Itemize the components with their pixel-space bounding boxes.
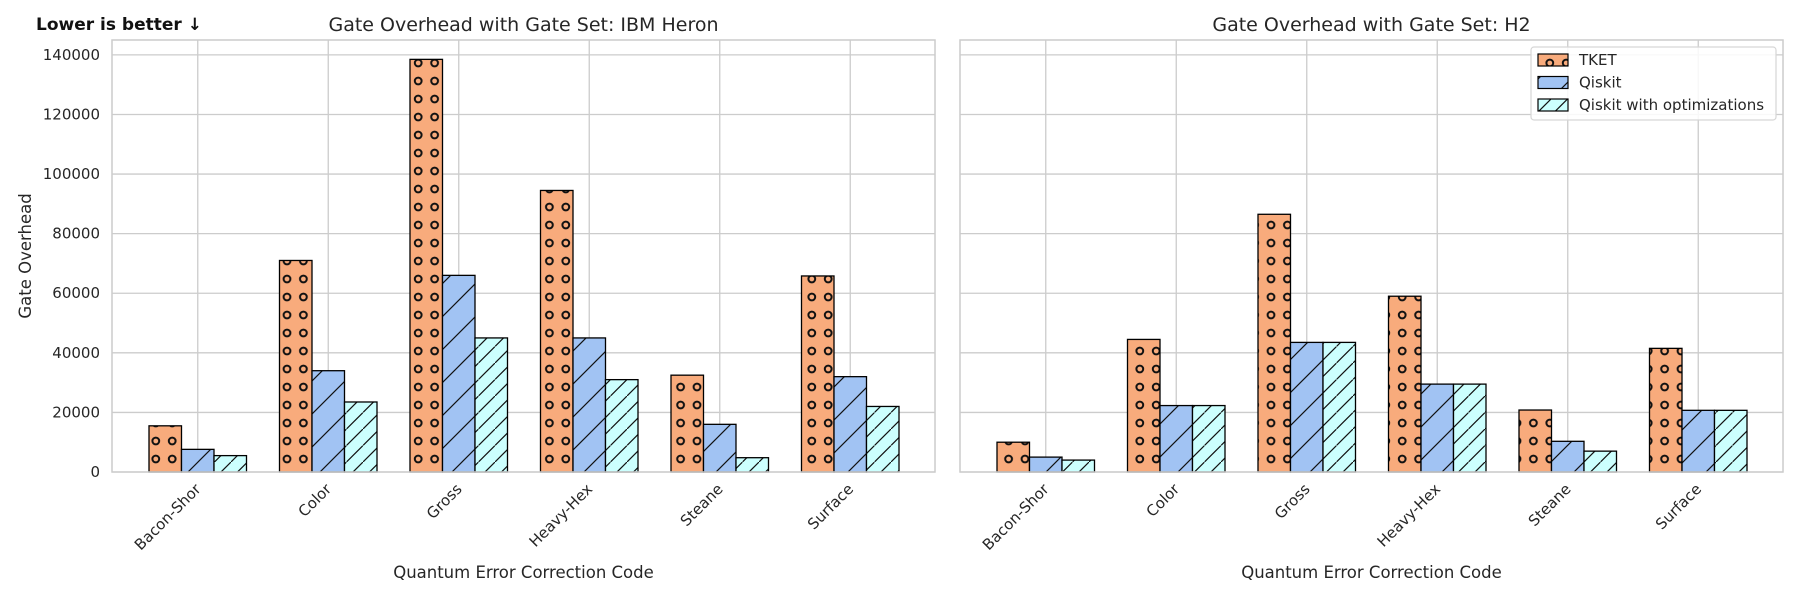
y-tick-label: 140000: [43, 46, 100, 64]
x-tick-label: Steane: [1525, 480, 1575, 530]
bar-hatch-tket-bacon-shor: [148, 425, 183, 473]
x-tick-label: Bacon-Shor: [131, 480, 205, 554]
y-tick-label: 80000: [52, 225, 100, 243]
bar-hatch-qiskit-bacon-shor: [1028, 456, 1063, 473]
x-tick-label: Gross: [423, 480, 466, 523]
bar-hatch-qiskit-with-optimizations-heavy-hex: [604, 378, 639, 473]
chart-title: Gate Overhead with Gate Set: IBM Heron: [328, 14, 718, 36]
legend-label-qiskit: Qiskit: [1579, 74, 1622, 92]
bar-hatch-qiskit-surface: [1681, 409, 1716, 473]
bar-hatch-tket-heavy-hex: [539, 189, 574, 473]
bar-hatch-qiskit-gross: [1289, 341, 1324, 473]
bar-hatch-qiskit-with-optimizations-steane: [1583, 450, 1618, 473]
bar-hatch-qiskit-color: [1159, 404, 1194, 473]
bar-hatch-qiskit-surface: [833, 376, 868, 473]
chart-title: Gate Overhead with Gate Set: H2: [1212, 14, 1530, 36]
x-tick-label: Surface: [1652, 480, 1705, 533]
bar-group: [996, 213, 1748, 473]
x-tick-label: Color: [295, 480, 336, 521]
bar-hatch-tket-color: [278, 259, 313, 473]
x-tick-labels: Bacon-Shor Color Gross Heavy-Hex Steane Surfa…: [131, 480, 857, 554]
axes-frame: [959, 39, 1784, 473]
bar-hatch-qiskit-with-optimizations-bacon-shor: [1061, 459, 1096, 473]
legend: TKET Qiskit Qiskit with optimizations: [1530, 46, 1777, 121]
legend-swatch-hatch-tket: [1537, 53, 1569, 67]
bar-hatch-qiskit-color: [311, 370, 346, 473]
bar-hatch-qiskit-steane: [1550, 440, 1585, 473]
bar-hatch-tket-color: [1126, 338, 1161, 473]
legend-swatch-hatch-qiskit-with-optimizations: [1537, 98, 1569, 112]
y-tick-label: 0: [90, 463, 100, 481]
y-tick-label: 100000: [43, 165, 100, 183]
bar-hatch-tket-heavy-hex: [1387, 295, 1422, 473]
bar-hatch-tket-gross: [1257, 213, 1292, 473]
bar-hatch-qiskit-with-optimizations-steane: [735, 457, 770, 473]
bar-hatch-tket-bacon-shor: [996, 441, 1031, 473]
bar-group: [148, 58, 900, 473]
bar-hatch-qiskit-heavy-hex: [1420, 383, 1455, 473]
x-tick-label: Color: [1143, 480, 1184, 521]
bar-hatch-qiskit-with-optimizations-gross: [1322, 341, 1357, 473]
bar-hatch-qiskit-with-optimizations-color: [343, 401, 378, 473]
x-axis-label: Quantum Error Correction Code: [1241, 563, 1502, 582]
x-tick-labels: Bacon-Shor Color Gross Heavy-Hex Steane Surfa…: [979, 480, 1705, 554]
chart-panel-ibm-heron: 020000400006000080000100000120000140000 …: [16, 14, 936, 582]
bar-hatch-tket-surface: [800, 275, 835, 473]
bar-hatch-qiskit-steane: [702, 423, 737, 473]
legend-label-tket: TKET: [1578, 51, 1617, 69]
bar-hatch-tket-surface: [1648, 347, 1683, 473]
y-tick-label: 20000: [52, 403, 100, 421]
bar-hatch-qiskit-with-optimizations-surface: [1713, 409, 1748, 473]
bar-hatch-qiskit-with-optimizations-heavy-hex: [1452, 383, 1487, 473]
bar-hatch-tket-gross: [409, 58, 444, 473]
y-tick-label: 40000: [52, 344, 100, 362]
bar-hatch-qiskit-gross: [441, 274, 476, 473]
y-tick-label: 120000: [43, 105, 100, 123]
x-tick-label: Surface: [804, 480, 857, 533]
legend-box: [1530, 46, 1777, 121]
bar-hatch-qiskit-heavy-hex: [572, 337, 607, 473]
bar-hatch-tket-steane: [1518, 409, 1553, 473]
x-tick-label: Steane: [677, 480, 727, 530]
bar-hatch-qiskit-with-optimizations-surface: [865, 405, 900, 473]
y-tick-label: 60000: [52, 284, 100, 302]
x-tick-label: Bacon-Shor: [979, 480, 1053, 554]
bar-hatch-qiskit-with-optimizations-gross: [474, 337, 509, 473]
y-axis-label: Gate Overhead: [16, 193, 35, 318]
x-axis-label: Quantum Error Correction Code: [393, 563, 654, 582]
bar-hatch-qiskit-bacon-shor: [180, 448, 215, 473]
bar-hatch-qiskit-with-optimizations-bacon-shor: [213, 454, 248, 473]
axes-frame: [111, 39, 936, 473]
legend-swatch-hatch-qiskit: [1537, 75, 1569, 90]
x-tick-label: Heavy-Hex: [1374, 480, 1445, 551]
annotation-lower-is-better: Lower is better ↓: [36, 15, 202, 35]
bar-hatch-tket-steane: [670, 374, 705, 473]
bar-hatch-qiskit-with-optimizations-color: [1191, 404, 1226, 473]
chart-panel-h2: Bacon-Shor Color Gross Heavy-Hex Steane Surfa…: [959, 14, 1784, 582]
x-tick-label: Heavy-Hex: [526, 480, 597, 551]
y-tick-labels: 0 20000 40000 60000 80000 100000 120000 140000: [43, 46, 100, 481]
legend-label-qiskit-with-optimizations: Qiskit with optimizations: [1579, 96, 1764, 114]
x-tick-label: Gross: [1271, 480, 1314, 523]
